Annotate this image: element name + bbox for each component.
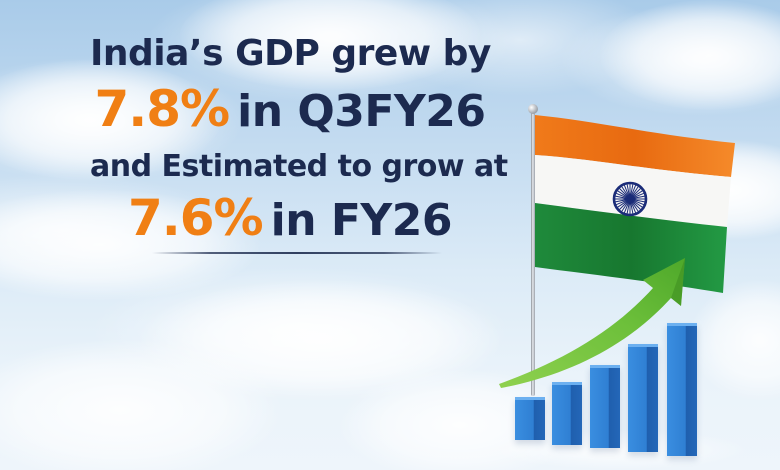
flag-pole	[531, 110, 535, 396]
headline-line-2: 7.8% in Q3FY26	[90, 82, 490, 139]
fy-period-label: in FY26	[270, 195, 453, 246]
chart-bar	[515, 397, 545, 440]
q3-period-label: in Q3FY26	[237, 86, 486, 137]
chart-bar	[552, 382, 582, 445]
chart-bar	[667, 323, 697, 456]
headline-line-3: and Estimated to grow at	[90, 149, 508, 184]
headline-divider	[152, 252, 442, 254]
chart-bar	[590, 365, 620, 448]
fy-gdp-estimate-value: 7.6%	[127, 189, 264, 247]
growth-arrow-icon	[499, 258, 685, 388]
ashoka-chakra-icon	[612, 181, 648, 217]
chart-bar	[628, 344, 658, 452]
flag-pole-cap	[528, 104, 538, 114]
headline-line-1: India’s GDP grew by	[90, 33, 491, 74]
bar-chart-icon	[505, 300, 715, 460]
headline-line-4: 7.6% in FY26	[90, 191, 490, 248]
q3-gdp-growth-value: 7.8%	[94, 80, 230, 138]
headline: India’s GDP grew by 7.8% in Q3FY26 and Es…	[90, 22, 508, 248]
